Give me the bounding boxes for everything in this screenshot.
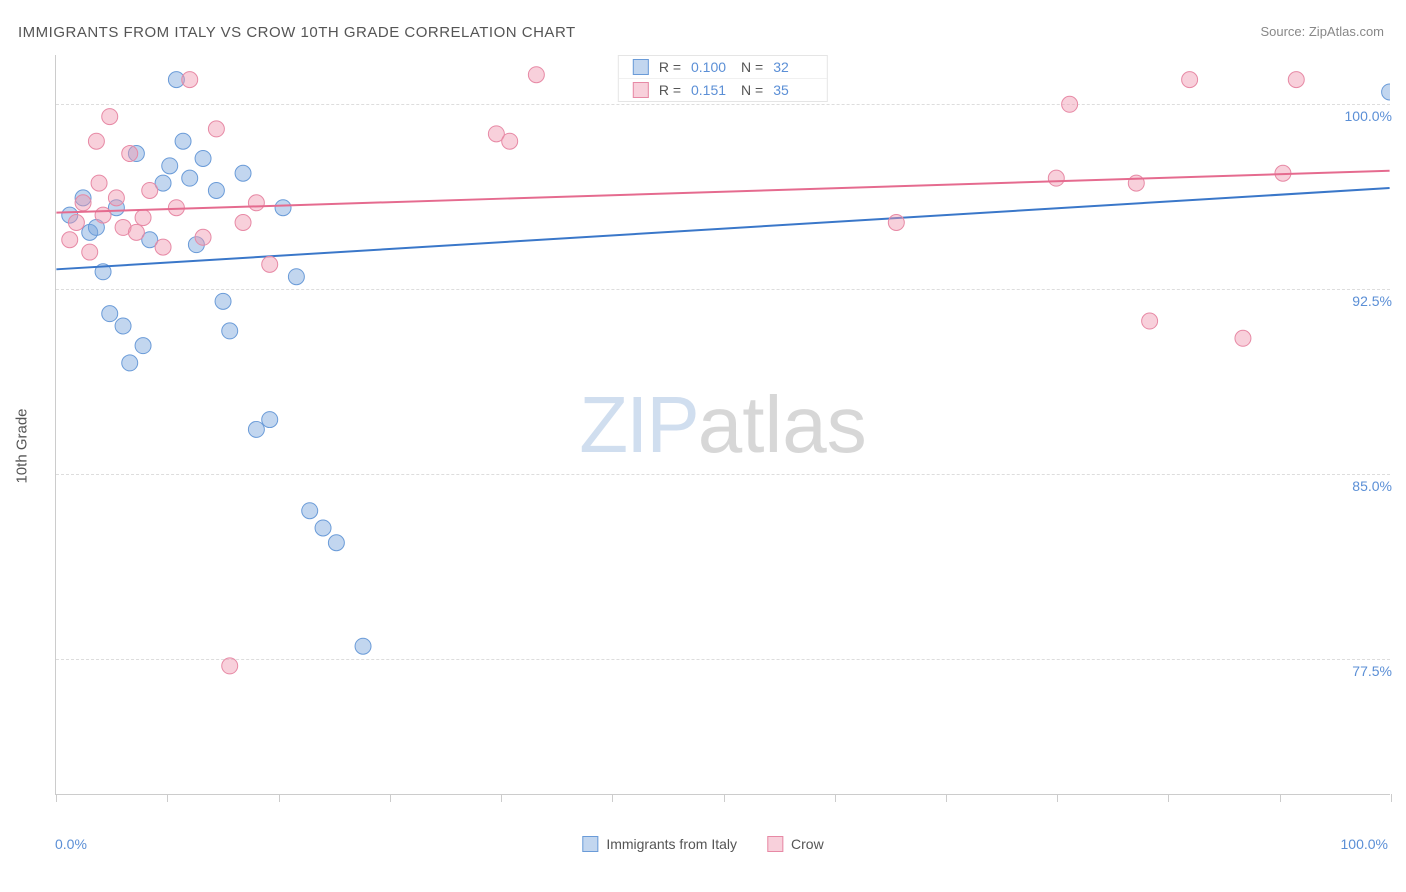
data-point <box>122 146 138 162</box>
data-point <box>1062 96 1078 112</box>
data-point <box>135 338 151 354</box>
legend-label: Crow <box>791 836 824 852</box>
data-point <box>262 256 278 272</box>
r-value: 0.100 <box>691 59 731 75</box>
data-point <box>95 207 111 223</box>
y-axis-label: 10th Grade <box>14 408 31 483</box>
data-point <box>528 67 544 83</box>
data-point <box>62 232 78 248</box>
n-value: 32 <box>773 59 813 75</box>
data-point <box>222 323 238 339</box>
series-legend: Immigrants from Italy Crow <box>582 836 823 852</box>
r-label: R = <box>659 59 681 75</box>
data-point <box>1142 313 1158 329</box>
data-point <box>82 244 98 260</box>
legend-row: R = 0.151 N = 35 <box>619 78 827 101</box>
data-point <box>1128 175 1144 191</box>
data-point <box>1182 72 1198 88</box>
x-tick <box>612 794 613 802</box>
plot-area: ZIPatlas R = 0.100 N = 32 R = 0.151 N = … <box>55 55 1390 795</box>
x-tick <box>390 794 391 802</box>
x-axis-min-label: 0.0% <box>55 836 87 852</box>
source-attribution: Source: ZipAtlas.com <box>1260 24 1384 39</box>
data-point <box>502 133 518 149</box>
data-point <box>88 133 104 149</box>
data-point <box>162 158 178 174</box>
data-point <box>235 165 251 181</box>
data-point <box>155 239 171 255</box>
data-point <box>355 638 371 654</box>
data-point <box>102 109 118 125</box>
correlation-legend: R = 0.100 N = 32 R = 0.151 N = 35 <box>618 55 828 102</box>
n-value: 35 <box>773 82 813 98</box>
data-point <box>102 306 118 322</box>
data-point <box>91 175 107 191</box>
data-point <box>215 293 231 309</box>
x-tick <box>835 794 836 802</box>
data-point <box>115 318 131 334</box>
data-point <box>275 200 291 216</box>
data-point <box>302 503 318 519</box>
data-point <box>262 412 278 428</box>
data-point <box>195 229 211 245</box>
x-tick <box>167 794 168 802</box>
scatter-svg <box>56 55 1390 794</box>
x-tick <box>501 794 502 802</box>
data-point <box>1288 72 1304 88</box>
data-point <box>235 215 251 231</box>
x-tick <box>1280 794 1281 802</box>
data-point <box>68 215 84 231</box>
data-point <box>208 182 224 198</box>
data-point <box>248 195 264 211</box>
data-point <box>182 170 198 186</box>
x-tick <box>724 794 725 802</box>
data-point <box>195 150 211 166</box>
data-point <box>135 210 151 226</box>
legend-label: Immigrants from Italy <box>606 836 737 852</box>
chart-title: IMMIGRANTS FROM ITALY VS CROW 10TH GRADE… <box>18 24 576 41</box>
r-label: R = <box>659 82 681 98</box>
data-point <box>175 133 191 149</box>
data-point <box>75 195 91 211</box>
data-point <box>1235 330 1251 346</box>
data-point <box>888 215 904 231</box>
x-tick <box>1391 794 1392 802</box>
data-point <box>288 269 304 285</box>
x-tick <box>1168 794 1169 802</box>
n-label: N = <box>741 59 763 75</box>
legend-swatch-italy <box>633 59 649 75</box>
x-tick <box>56 794 57 802</box>
data-point <box>122 355 138 371</box>
x-tick <box>279 794 280 802</box>
data-point <box>208 121 224 137</box>
x-axis-max-label: 100.0% <box>1341 836 1388 852</box>
regression-line <box>56 171 1389 213</box>
data-point <box>182 72 198 88</box>
legend-row: R = 0.100 N = 32 <box>619 56 827 78</box>
data-point <box>1048 170 1064 186</box>
data-point <box>108 190 124 206</box>
x-tick <box>1057 794 1058 802</box>
legend-swatch <box>767 836 783 852</box>
legend-item: Immigrants from Italy <box>582 836 737 852</box>
legend-item: Crow <box>767 836 824 852</box>
legend-swatch-crow <box>633 82 649 98</box>
data-point <box>315 520 331 536</box>
data-point <box>1382 84 1390 100</box>
data-point <box>142 182 158 198</box>
data-point <box>328 535 344 551</box>
data-point <box>128 224 144 240</box>
data-point <box>248 421 264 437</box>
r-value: 0.151 <box>691 82 731 98</box>
legend-swatch <box>582 836 598 852</box>
data-point <box>222 658 238 674</box>
n-label: N = <box>741 82 763 98</box>
x-tick <box>946 794 947 802</box>
